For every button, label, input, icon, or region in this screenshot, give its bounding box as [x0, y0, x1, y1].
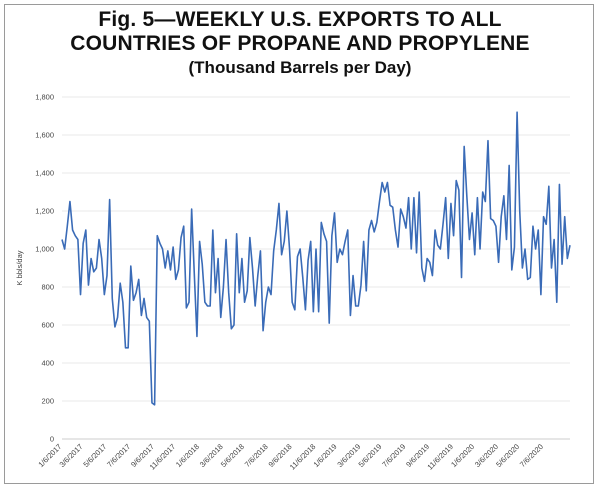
x-tick-label: 3/6/2017	[58, 442, 85, 469]
x-tick-label: 5/6/2018	[219, 442, 246, 469]
x-tick-label: 1/6/2020	[449, 442, 476, 469]
x-tick-label: 1/6/2018	[174, 442, 201, 469]
y-tick-label: 400	[41, 359, 54, 368]
x-tick-label: 5/6/2020	[494, 442, 521, 469]
y-tick-label: 200	[41, 397, 54, 406]
x-tick-label: 7/6/2019	[380, 442, 407, 469]
x-tick-label: 11/6/2018	[288, 442, 318, 472]
y-tick-label: 800	[41, 283, 54, 292]
y-tick-label: 1,400	[35, 169, 54, 178]
y-axis-label: K bbls/day	[15, 250, 24, 285]
x-tick-label: 7/6/2018	[243, 442, 270, 469]
y-tick-label: 1,200	[35, 207, 54, 216]
chart-title: Fig. 5—WEEKLY U.S. EXPORTS TO ALL COUNTR…	[0, 8, 600, 56]
chart-title-line-1: Fig. 5—WEEKLY U.S. EXPORTS TO ALL	[98, 8, 502, 31]
y-tick-label: 1,800	[35, 93, 54, 102]
y-tick-label: 600	[41, 321, 54, 330]
x-tick-label: 1/6/2019	[312, 442, 339, 469]
series-group	[61, 111, 571, 406]
y-axis-ticks: 0 200 400 600 800 1,000 1,200 1,400 1,600 1,800	[35, 93, 54, 444]
x-tick-label: 11/6/2019	[425, 442, 455, 472]
x-tick-label: 7/6/2017	[105, 442, 132, 469]
series-line-weekly-exports	[61, 111, 571, 406]
x-tick-label: 5/6/2019	[357, 442, 384, 469]
y-tick-label: 1,600	[35, 131, 54, 140]
y-tick-label: 0	[50, 435, 54, 444]
y-tick-label: 1,000	[35, 245, 54, 254]
x-axis-ticks: 1/6/20173/6/20175/6/20177/6/20179/6/2017…	[36, 442, 545, 472]
gridlines	[62, 96, 570, 440]
chart-subtitle: (Thousand Barrels per Day)	[188, 58, 412, 77]
chart-title-line-2: COUNTRIES OF PROPANE AND PROPYLENE	[70, 32, 530, 55]
x-tick-label: 5/6/2017	[81, 442, 108, 469]
chart-frame	[4, 4, 594, 484]
x-tick-label: 7/6/2020	[518, 442, 545, 469]
